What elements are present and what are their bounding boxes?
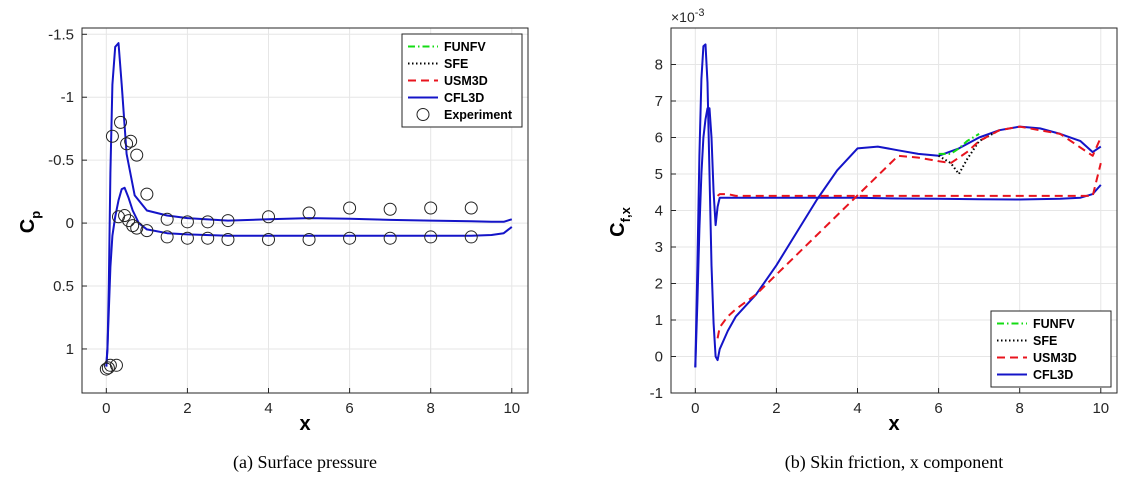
- experiment-marker: [424, 230, 438, 244]
- caption-b: (b) Skin friction, x component: [785, 452, 1003, 473]
- experiment-marker: [105, 129, 119, 143]
- y-tick-label: 0: [655, 349, 663, 366]
- legend-label-cfl3d: CFL3D: [444, 91, 484, 105]
- experiment-marker: [103, 358, 117, 372]
- y-tick-label: -0.5: [48, 152, 74, 169]
- x-tick-label: 4: [264, 400, 272, 417]
- x-tick-label: 0: [691, 400, 699, 417]
- experiment-marker: [302, 206, 316, 220]
- axes-box: [81, 27, 529, 394]
- experiment-marker: [126, 219, 140, 233]
- y-tick-label: 6: [655, 130, 663, 147]
- y-tick-label: 0.5: [53, 278, 74, 295]
- legend-label-cfl3d: CFL3D: [1033, 368, 1073, 382]
- legend: FUNFV SFE USM3D CFL3D: [990, 310, 1112, 388]
- experiment-marker: [122, 214, 136, 228]
- series-line-usm3d: [716, 162, 1102, 197]
- panel-surface-pressure: 0 2 4 6 8 10 -1.5 -1 -0.5 0 0.5 1 x Cp FUNFV SFE USM3…: [17, 26, 529, 473]
- x-tick-label: 10: [503, 400, 520, 417]
- legend-label-usm3d: USM3D: [1033, 351, 1077, 365]
- x-tick-label: 0: [102, 400, 110, 417]
- y-axis-label: Cp: [17, 211, 43, 233]
- experiment-marker: [120, 137, 134, 151]
- experiment-marker: [160, 212, 174, 226]
- series-line-cfl3d: [105, 186, 513, 367]
- experiment-marker: [101, 361, 115, 375]
- y-tick-label: -1: [650, 385, 663, 402]
- experiment-marker: [130, 148, 144, 162]
- experiment-marker: [180, 231, 194, 245]
- y-axis-label: Cf,x: [607, 206, 633, 236]
- tick-labels: 0 2 4 6 8 10 -1.5 -1 -0.5 0 0.5 1: [48, 26, 520, 417]
- y-tick-label: 5: [655, 166, 663, 183]
- x-tick-label: 8: [1016, 400, 1024, 417]
- y-tick-label: 1: [66, 341, 74, 358]
- experiment-marker: [201, 215, 215, 229]
- y-tick-label: -1.5: [48, 26, 74, 43]
- experiment-marker: [221, 214, 235, 228]
- experiment-marker: [464, 201, 478, 215]
- experiment-marker: [383, 231, 397, 245]
- experiment-marker: [118, 209, 132, 223]
- y-tick-label: 7: [655, 93, 663, 110]
- x-tick-label: 8: [427, 400, 435, 417]
- series-line-cfl3d: [694, 107, 1102, 368]
- legend-label-funfv: FUNFV: [444, 40, 486, 54]
- experiment-marker: [302, 232, 316, 246]
- experiment-marker: [180, 215, 194, 229]
- experiment-marker: [464, 230, 478, 244]
- x-tick-label: 6: [934, 400, 942, 417]
- legend-label-sfe: SFE: [444, 57, 468, 71]
- panel-skin-friction: 0 2 4 6 8 10 -1 0 1 2 3 4 5 6 7 8 ×10-3 x Cf,x FUNFV SFE…: [607, 7, 1118, 473]
- y-tick-label: 8: [655, 57, 663, 74]
- y-tick-label: 1: [655, 312, 663, 329]
- x-axis-label: x: [888, 413, 899, 435]
- y-tick-label: -1: [61, 89, 74, 106]
- x-tick-label: 2: [772, 400, 780, 417]
- experiment-marker: [124, 134, 138, 148]
- series-line-usm3d: [716, 125, 1102, 339]
- x-axis-label: x: [299, 413, 310, 435]
- experiment-marker: [160, 230, 174, 244]
- experiment-marker: [262, 210, 276, 224]
- legend-label-sfe: SFE: [1033, 334, 1057, 348]
- legend-marker-experiment: [416, 108, 430, 121]
- x-tick-label: 6: [345, 400, 353, 417]
- experiment-marker: [383, 202, 397, 216]
- experiment-marker: [140, 187, 154, 201]
- y-tick-label: 3: [655, 239, 663, 256]
- experiment-marker: [114, 115, 128, 129]
- tick-labels: 0 2 4 6 8 10 -1 0 1 2 3 4 5 6 7 8: [650, 57, 1109, 418]
- experiment-marker: [343, 231, 357, 245]
- experiment-marker: [201, 231, 215, 245]
- experiment-markers: [99, 115, 478, 376]
- exponent-label: ×10-3: [671, 7, 705, 25]
- series-line-sfe: [938, 129, 1000, 175]
- experiment-marker: [343, 201, 357, 215]
- caption-a: (a) Surface pressure: [233, 452, 377, 473]
- x-tick-label: 2: [183, 400, 191, 417]
- experiment-marker: [221, 232, 235, 246]
- legend-label-funfv: FUNFV: [1033, 317, 1075, 331]
- experiment-marker: [130, 221, 144, 235]
- x-tick-label: 4: [853, 400, 861, 417]
- x-tick-label: 10: [1092, 400, 1109, 417]
- legend-label-experiment: Experiment: [444, 108, 513, 122]
- legend: FUNFV SFE USM3D CFL3D Experiment: [401, 33, 523, 128]
- experiment-marker: [424, 201, 438, 215]
- series-line-cfl3d: [105, 42, 513, 367]
- y-tick-label: 2: [655, 276, 663, 293]
- legend-label-usm3d: USM3D: [444, 74, 488, 88]
- plot-lines: [694, 43, 1102, 368]
- experiment-marker: [262, 232, 276, 246]
- experiment-marker: [140, 224, 154, 238]
- y-tick-label: 0: [66, 215, 74, 232]
- experiment-marker: [109, 358, 123, 372]
- plot-lines: [105, 42, 513, 367]
- y-tick-label: 4: [655, 203, 663, 220]
